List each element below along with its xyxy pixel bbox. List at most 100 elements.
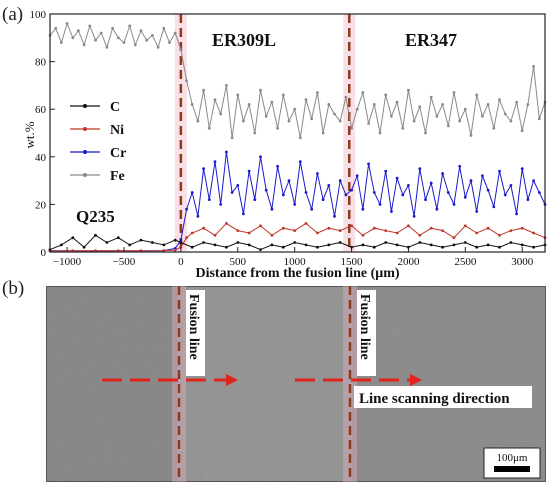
- data-point-Cr: [338, 179, 342, 183]
- data-point-Cr: [236, 184, 240, 187]
- y-axis-label: wt.%: [22, 121, 37, 148]
- data-point-Ni: [361, 233, 365, 237]
- data-point-Fe: [298, 136, 302, 140]
- plot-frame: [49, 13, 546, 253]
- data-point-C: [259, 248, 262, 252]
- data-point-Ni: [441, 229, 444, 233]
- data-point-Cr: [327, 184, 331, 187]
- data-point-Fe: [469, 134, 473, 137]
- data-point-C: [293, 241, 297, 244]
- data-point-C: [463, 241, 467, 244]
- data-point-Cr: [293, 203, 297, 206]
- data-point-Cr: [361, 207, 365, 211]
- legend-marker-Cr: [83, 150, 87, 154]
- data-point-Fe: [435, 114, 439, 118]
- data-point-Fe: [390, 114, 393, 118]
- x-tick-label: −500: [113, 256, 136, 268]
- data-point-Ni: [350, 224, 353, 228]
- data-point-Ni: [395, 231, 399, 235]
- data-point-Ni: [162, 249, 166, 253]
- data-point-C: [139, 238, 143, 242]
- data-point-C: [60, 243, 63, 247]
- data-point-Ni: [327, 226, 331, 230]
- data-point-Ni: [418, 233, 422, 237]
- data-point-Cr: [333, 214, 336, 218]
- data-point-Ni: [213, 233, 217, 237]
- data-point-Cr: [503, 193, 507, 197]
- data-point-Fe: [281, 93, 285, 97]
- data-point-Fe: [418, 105, 422, 109]
- data-point-Fe: [526, 103, 530, 106]
- y-tick-label: 0: [41, 247, 47, 259]
- data-point-Cr: [407, 184, 410, 187]
- data-point-Fe: [179, 48, 183, 52]
- data-point-Fe: [515, 100, 518, 104]
- data-point-Fe: [247, 103, 251, 106]
- data-point-C: [429, 243, 433, 247]
- data-point-Cr: [372, 191, 376, 194]
- data-point-Cr: [287, 179, 291, 183]
- data-point-Fe: [128, 24, 132, 28]
- panel-a-letter: (a): [2, 4, 24, 25]
- data-point-Ni: [429, 226, 433, 230]
- data-point-Ni: [259, 224, 262, 228]
- data-point-Ni: [281, 226, 285, 230]
- data-point-Fe: [116, 36, 120, 40]
- data-point-Fe: [151, 34, 154, 37]
- sem-region-base: [47, 287, 177, 481]
- data-point-C: [162, 243, 166, 247]
- data-point-Ni: [486, 226, 490, 230]
- data-point-Fe: [139, 29, 143, 33]
- data-point-Cr: [446, 191, 450, 194]
- x-tick-label: 3000: [511, 256, 534, 268]
- data-point-Fe: [230, 136, 234, 140]
- data-point-Cr: [486, 188, 490, 192]
- data-point-Cr: [384, 169, 388, 173]
- series-line-Cr: [50, 151, 546, 252]
- data-point-Ni: [316, 231, 319, 235]
- data-point-Cr: [253, 198, 257, 202]
- data-point-Fe: [492, 126, 496, 130]
- data-point-C: [151, 241, 154, 244]
- data-point-Cr: [310, 207, 314, 211]
- legend-marker-C: [83, 104, 87, 108]
- data-point-C: [202, 241, 206, 244]
- data-point-C: [418, 241, 422, 244]
- data-point-Fe: [452, 91, 456, 94]
- data-point-Cr: [418, 167, 422, 171]
- data-point-Fe: [367, 122, 370, 125]
- data-point-Cr: [225, 150, 228, 154]
- data-point-Cr: [520, 167, 524, 171]
- data-point-C: [116, 236, 120, 240]
- data-point-C: [372, 245, 376, 249]
- data-point-Cr: [390, 210, 393, 213]
- annotation-q235: Q235: [76, 207, 115, 226]
- data-point-Ni: [532, 231, 535, 235]
- x-tick-label: 1000: [284, 256, 307, 268]
- data-point-C: [338, 241, 342, 244]
- data-point-Fe: [407, 88, 410, 92]
- data-point-Fe: [481, 114, 484, 118]
- series-line-Fe: [49, 21, 546, 138]
- data-point-C: [173, 238, 177, 242]
- data-point-Fe: [213, 98, 217, 102]
- data-point-Fe: [133, 43, 137, 47]
- data-point-Ni: [247, 231, 251, 235]
- data-point-Fe: [503, 112, 507, 116]
- data-point-Fe: [338, 119, 342, 123]
- data-point-Cr: [213, 160, 217, 164]
- data-point-Ni: [498, 233, 501, 237]
- data-point-Cr: [515, 212, 518, 216]
- data-point-Fe: [537, 117, 541, 121]
- legend-marker-Fe: [83, 173, 87, 177]
- data-point-Ni: [452, 236, 456, 240]
- data-point-C: [475, 245, 479, 249]
- data-point-Fe: [54, 26, 58, 30]
- data-point-Ni: [475, 231, 479, 235]
- legend-marker-Ni: [83, 127, 87, 131]
- x-tick-label: 2500: [454, 256, 477, 268]
- y-tick-label: 60: [35, 104, 47, 116]
- data-point-C: [213, 243, 217, 247]
- data-point-Cr: [179, 238, 183, 242]
- data-point-Cr: [298, 160, 302, 164]
